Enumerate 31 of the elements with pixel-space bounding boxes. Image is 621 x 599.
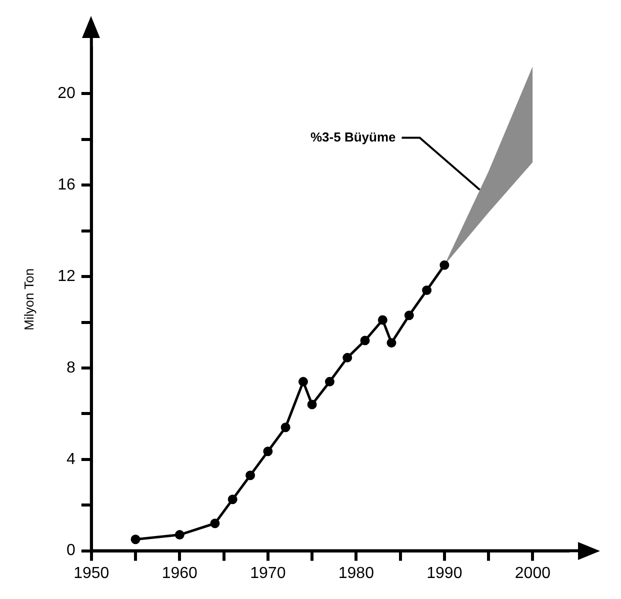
point [324,376,334,386]
point [440,260,450,270]
y-tick-label: 0 [66,542,76,560]
y-tick-label: 12 [58,268,76,285]
point [246,470,256,480]
point [174,530,184,540]
x-tick-label: 1980 [338,564,374,582]
point [422,286,432,296]
y-axis-title: Milyon Ton [21,268,36,330]
y-tick-label: 20 [58,85,76,102]
point [298,376,308,386]
point [263,446,273,456]
point [210,518,220,528]
annotation: %3-5 Büyüme [310,129,396,144]
x-tick-label: 1990 [426,564,462,582]
x-tick-label: 2000 [514,564,551,582]
y-tick-label: 16 [58,176,76,194]
x-tick-label: 1970 [250,564,286,582]
point [386,338,396,348]
y-tick-label: 4 [66,450,76,468]
point [307,400,317,410]
point [280,422,290,432]
point [404,310,414,320]
x-tick-label: 1960 [162,564,198,582]
point [130,534,140,544]
point [360,336,370,346]
point [228,494,238,504]
y-tick-label: 8 [66,359,76,376]
x-tick-label: 1950 [74,564,110,582]
point [342,352,352,362]
point [378,315,388,325]
